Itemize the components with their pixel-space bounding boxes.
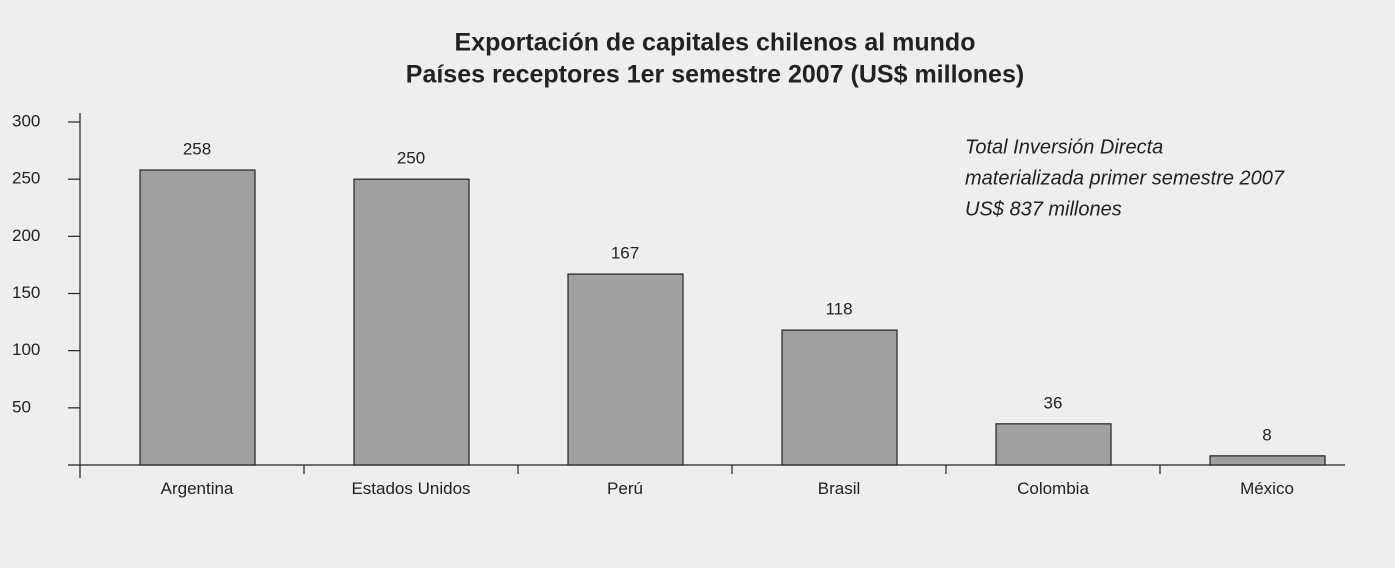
y-tick-label: 150 [12,283,40,302]
bar [139,169,256,466]
annotation: US$ 837 millones [965,198,1122,220]
x-tick-label: Perú [607,479,643,498]
y-tick-label: 50 [12,397,31,416]
chart-subtitle: Países receptores 1er semestre 2007 (US$… [406,61,1024,89]
chart-title: Exportación de capitales chilenos al mun… [455,29,976,57]
data-label: 258 [183,140,211,159]
data-label: 8 [1262,425,1271,444]
y-tick-label: 100 [12,340,40,359]
x-tick-label: Estados Unidos [351,479,471,498]
data-label: 250 [397,149,425,168]
annotation: materializada primer semestre 2007 [965,167,1285,189]
x-tick-label: Argentina [160,479,234,498]
data-label: 118 [825,300,852,319]
data-label: 167 [611,244,639,263]
bar [353,178,470,466]
x-tick-label: Colombia [1017,479,1089,498]
data-label: 36 [1044,393,1063,412]
x-tick-label: México [1240,479,1294,498]
y-tick-label: 250 [12,169,40,188]
bar [567,273,684,466]
x-tick-label: Brasil [817,479,861,498]
bar [995,423,1112,466]
bar [781,329,898,466]
y-tick-label: 300 [12,111,40,130]
annotation: Total Inversión Directa [965,136,1163,158]
y-tick-label: 200 [12,226,40,245]
bar [1209,455,1326,466]
